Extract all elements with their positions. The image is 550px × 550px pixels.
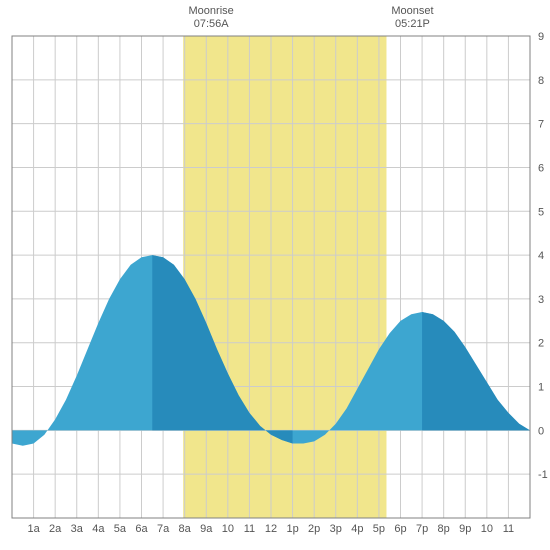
- x-tick-label: 11: [503, 523, 514, 535]
- x-tick-label: 11: [244, 523, 255, 535]
- moonset-label: Moonset: [391, 5, 433, 17]
- x-tick-label: 10: [481, 523, 493, 535]
- x-tick-label: 3a: [71, 523, 84, 535]
- moonset-time: 05:21P: [395, 18, 430, 30]
- moon-band: [183, 36, 386, 518]
- y-tick-label: 8: [538, 75, 544, 87]
- moonrise-time: 07:56A: [194, 18, 230, 30]
- x-tick-label: 5a: [114, 523, 127, 535]
- x-tick-label: 10: [222, 523, 234, 535]
- x-tick-label: 1p: [286, 523, 298, 535]
- y-tick-label: 4: [538, 250, 544, 262]
- x-tick-labels: 1a 2a 3a 4a 5a 6a 7a 8a 9a 10 11 12 1p 2p 3p 4p 5p 6p 7p 8p…: [27, 523, 514, 535]
- chart-svg: 1a2a3a4a5a6a7a8a9a1011121p2p3p4p5p6p7p8p…: [0, 0, 550, 550]
- y-tick-label: 2: [538, 338, 544, 350]
- tide-chart: 1a2a3a4a5a6a7a8a9a1011121p2p3p4p5p6p7p8p…: [0, 0, 550, 550]
- y-tick-label: 3: [538, 294, 544, 306]
- moonrise-label: Moonrise: [189, 5, 234, 17]
- x-tick-label: 2p: [308, 523, 320, 535]
- x-tick-label: 5p: [373, 523, 385, 535]
- x-tick-label: 4a: [92, 523, 105, 535]
- x-tick-label: 6a: [135, 523, 148, 535]
- y-tick-label: -1: [538, 469, 548, 481]
- x-tick-label: 7a: [157, 523, 170, 535]
- y-tick-label: 1: [538, 382, 544, 394]
- x-tick-label: 12: [265, 523, 277, 535]
- x-tick-label: 8a: [179, 523, 192, 535]
- x-tick-label: 2a: [49, 523, 62, 535]
- y-tick-label: 5: [538, 206, 544, 218]
- x-tick-label: 6p: [394, 523, 406, 535]
- y-tick-label: 7: [538, 119, 544, 131]
- x-tick-label: 1a: [27, 523, 40, 535]
- y-tick-label: 9: [538, 31, 544, 43]
- x-tick-label: 9a: [200, 523, 213, 535]
- x-tick-label: 8p: [438, 523, 450, 535]
- y-tick-label: 6: [538, 162, 544, 174]
- x-tick-label: 7p: [416, 523, 428, 535]
- x-tick-label: 4p: [351, 523, 363, 535]
- y-tick-label: 0: [538, 425, 544, 437]
- x-tick-label: 9p: [459, 523, 471, 535]
- x-tick-label: 3p: [330, 523, 342, 535]
